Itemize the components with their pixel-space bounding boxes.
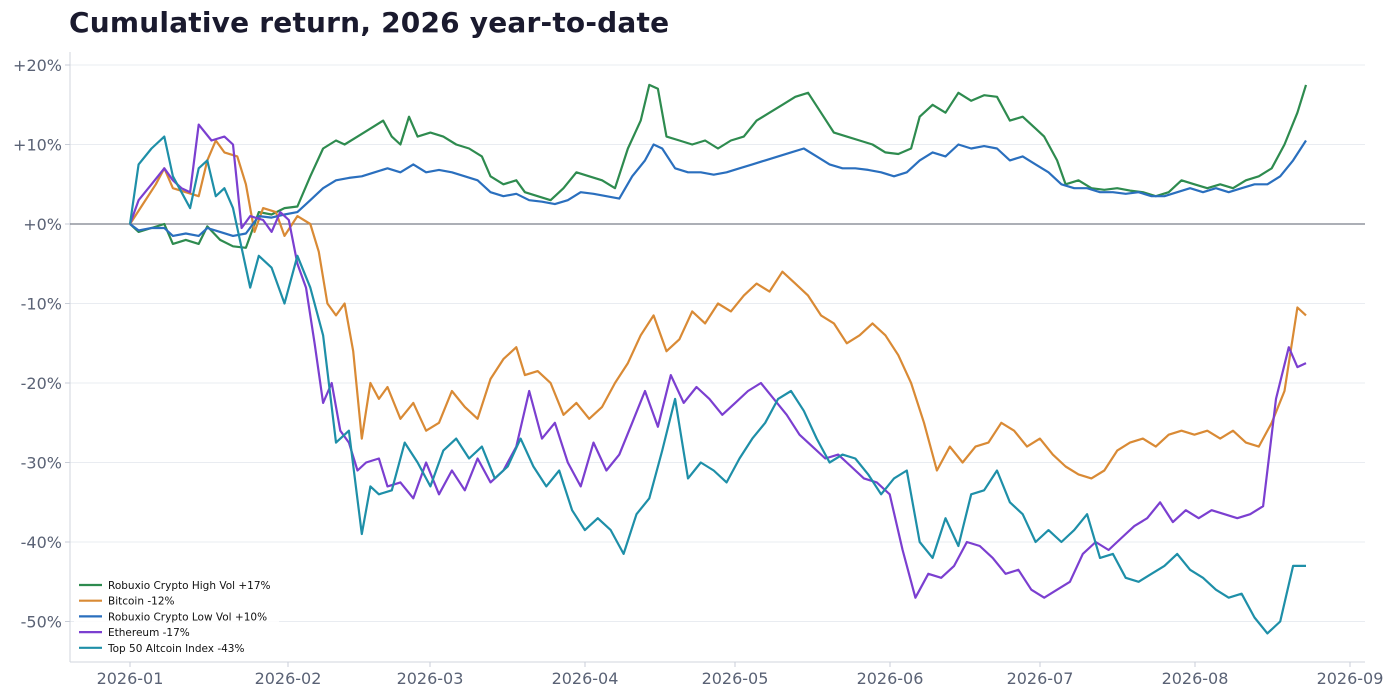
legend-label: Top 50 Altcoin Index -43% <box>107 643 244 655</box>
x-tick-label: 2026-03 <box>397 669 464 688</box>
y-tick-label: +20% <box>13 56 62 75</box>
x-tick-label: 2026-04 <box>552 669 619 688</box>
y-tick-label: +10% <box>13 136 62 155</box>
legend-label: Ethereum -17% <box>108 627 190 639</box>
legend-label: Robuxio Crypto Low Vol +10% <box>108 611 267 623</box>
legend-label: Bitcoin -12% <box>108 596 174 608</box>
y-tick-label: -20% <box>21 374 62 393</box>
series-line-4 <box>128 123 1307 599</box>
y-axis-ticks: +20% +10% +0% -10% -20% -30% -40% -50% <box>13 56 70 632</box>
legend: Robuxio Crypto High Vol +17% Bitcoin -12%… <box>74 574 279 660</box>
y-tick-label: -40% <box>21 533 62 552</box>
series-line-1 <box>129 83 1308 249</box>
y-tick-label: -30% <box>21 454 62 473</box>
y-tick-label: -50% <box>21 613 62 632</box>
x-tick-label: 2026-06 <box>857 669 924 688</box>
x-axis-ticks: 2026-01 2026-02 2026-03 2026-04 2026-05 2026-… <box>97 662 1384 688</box>
chart-title: Cumulative return, 2026 year-to-date <box>69 6 670 39</box>
x-tick-label: 2026-09 <box>1317 669 1384 688</box>
series-line-3 <box>129 139 1307 237</box>
x-tick-label: 2026-05 <box>702 669 769 688</box>
x-tick-label: 2026-07 <box>1007 669 1074 688</box>
series-line-5 <box>128 135 1306 635</box>
legend-box <box>74 574 279 660</box>
x-tick-label: 2026-01 <box>97 669 164 688</box>
y-tick-label: -10% <box>21 295 62 314</box>
series-line-2 <box>129 139 1307 480</box>
y-tick-label: +0% <box>23 215 62 234</box>
legend-label: Robuxio Crypto High Vol +17% <box>108 580 271 592</box>
x-tick-label: 2026-08 <box>1162 669 1229 688</box>
series-lines <box>128 83 1308 635</box>
x-tick-label: 2026-02 <box>255 669 322 688</box>
